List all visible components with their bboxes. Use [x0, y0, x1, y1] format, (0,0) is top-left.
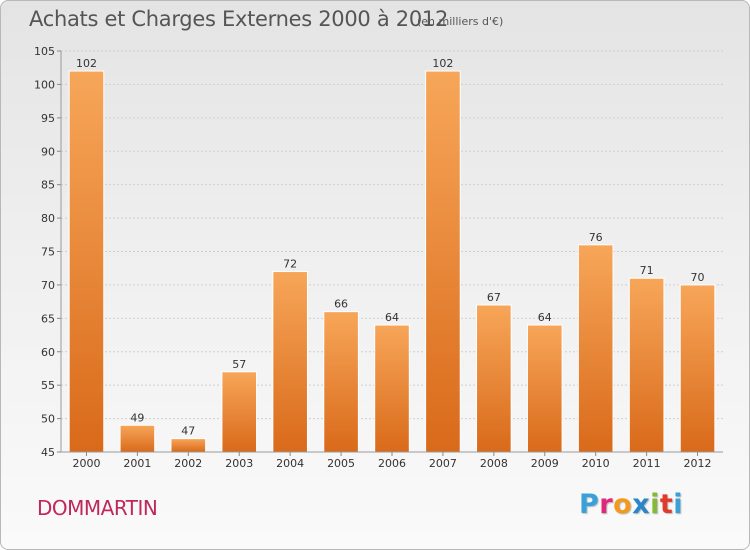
data-label-2000: 102 — [76, 57, 97, 70]
bar-2006 — [374, 324, 410, 453]
x-tick-label-2008: 2008 — [480, 457, 508, 470]
x-tick-label-2012: 2012 — [684, 457, 712, 470]
data-label-2012: 70 — [691, 271, 705, 284]
y-tick-label: 60 — [41, 346, 55, 359]
data-label-2009: 64 — [538, 311, 552, 324]
logo-letter: P — [579, 489, 600, 520]
y-tick-label: 105 — [34, 45, 55, 58]
y-tick-label: 50 — [41, 413, 55, 426]
y-tick-label: 90 — [41, 145, 55, 158]
y-tick-label: 85 — [41, 179, 55, 192]
y-tick-label: 55 — [41, 379, 55, 392]
data-label-2011: 71 — [640, 264, 654, 277]
bar-2008 — [476, 304, 512, 453]
commune-name: DOMMARTIN — [37, 496, 158, 520]
y-tick-label: 100 — [34, 78, 55, 91]
bar-2009 — [526, 324, 563, 453]
logo-letter: i — [673, 489, 684, 520]
logo-letter: r — [599, 489, 614, 520]
bar-2001 — [119, 424, 156, 453]
logo-letter: x — [632, 489, 651, 520]
x-tick-label-2004: 2004 — [276, 457, 304, 470]
bars: 102 49 47 57 72 66 64 102 67 64 76 71 70 — [68, 57, 716, 453]
x-tick-label-2006: 2006 — [378, 457, 406, 470]
y-tick-label: 80 — [41, 212, 55, 225]
logo-letter: o — [613, 489, 633, 520]
data-label-2001: 49 — [130, 411, 144, 424]
axes: 45 50 55 60 65 70 75 80 85 90 95 100 105 2000 2001 2002… — [34, 45, 723, 470]
y-tick-label: 75 — [41, 246, 55, 259]
y-tick-label: 65 — [41, 312, 55, 325]
bar-2005 — [323, 311, 359, 453]
data-label-2003: 57 — [232, 358, 246, 371]
chart-title: Achats et Charges Externes 2000 à 2012 — [29, 7, 449, 31]
y-tick-label: 70 — [41, 279, 55, 292]
bar-2002 — [170, 438, 207, 453]
y-tick-label: 95 — [41, 112, 55, 125]
y-tick-label: 45 — [41, 446, 55, 459]
data-label-2007: 102 — [432, 57, 453, 70]
logo-letter: t — [659, 489, 674, 520]
bar-2004 — [272, 271, 308, 453]
data-label-2002: 47 — [181, 425, 195, 438]
x-tick-label-2010: 2010 — [582, 457, 610, 470]
x-tick-label-2003: 2003 — [225, 457, 253, 470]
bar-2011 — [628, 277, 665, 453]
data-label-2006: 64 — [385, 311, 399, 324]
x-tick-label-2007: 2007 — [429, 457, 457, 470]
x-tick-label-2009: 2009 — [531, 457, 559, 470]
data-label-2005: 66 — [334, 298, 348, 311]
chart-unit: (en milliers d'€) — [417, 15, 504, 28]
x-tick-label-2001: 2001 — [123, 457, 151, 470]
bar-2007 — [425, 70, 461, 453]
data-label-2004: 72 — [283, 258, 297, 271]
bar-2012 — [679, 284, 716, 453]
data-label-2010: 76 — [589, 231, 603, 244]
bar-2000 — [68, 70, 105, 453]
bar-2003 — [221, 371, 258, 453]
x-tick-label-2000: 2000 — [72, 457, 100, 470]
x-tick-label-2005: 2005 — [327, 457, 355, 470]
data-label-2008: 67 — [487, 291, 501, 304]
bar-2010 — [577, 244, 614, 453]
logo-letter: i — [650, 489, 660, 520]
x-tick-label-2002: 2002 — [174, 457, 202, 470]
x-tick-label-2011: 2011 — [633, 457, 661, 470]
proxiti-logo: Proxiti — [579, 489, 683, 520]
